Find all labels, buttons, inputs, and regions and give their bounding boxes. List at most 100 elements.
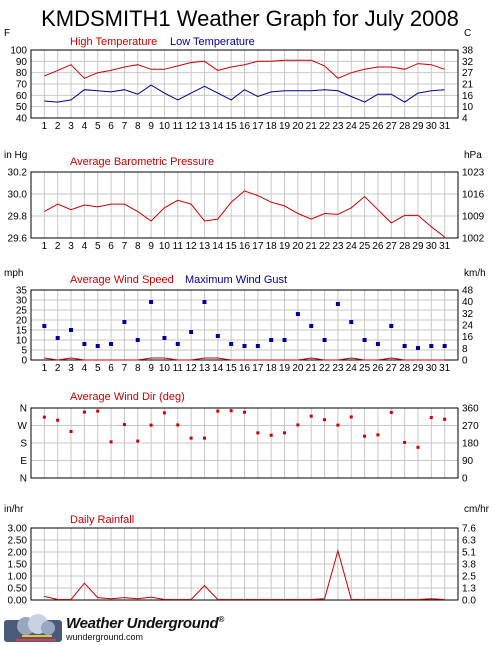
legend-entry: Average Barometric Pressure: [70, 156, 214, 168]
data-point-gust: [95, 344, 100, 348]
left-unit-label: F: [4, 28, 10, 39]
day-tick-label: 3: [68, 121, 74, 132]
right-tick-label: 27: [462, 68, 474, 79]
day-tick-label: 3: [68, 241, 74, 252]
day-tick-label: 16: [239, 363, 251, 374]
data-point-direction: [256, 431, 260, 435]
day-tick-label: 1: [42, 363, 48, 374]
day-tick-label: 2: [55, 363, 61, 374]
right-tick-label: 360: [462, 404, 479, 415]
right-tick-label: 32: [462, 309, 474, 320]
series-line: [44, 548, 445, 600]
data-point-gust: [109, 342, 114, 346]
right-tick-label: 0: [462, 474, 468, 485]
day-tick-label: 18: [266, 241, 278, 252]
left-tick-label: N: [20, 474, 27, 485]
day-tick-label: 8: [135, 121, 141, 132]
day-tick-label: 13: [199, 241, 211, 252]
data-point-gust: [295, 312, 300, 316]
data-point-gust: [189, 330, 194, 334]
day-tick-label: 2: [55, 121, 61, 132]
right-tick-label: 2.5: [462, 572, 476, 583]
day-tick-label: 12: [186, 241, 198, 252]
day-tick-label: 1: [42, 241, 48, 252]
left-unit-label: in Hg: [4, 150, 27, 161]
day-tick-label: 27: [386, 121, 398, 132]
data-point-direction: [42, 415, 46, 419]
right-tick-label: 1009: [462, 212, 485, 223]
data-point-direction: [309, 414, 313, 418]
right-tick-label: 16: [462, 332, 474, 343]
data-point-direction: [216, 409, 220, 413]
data-point-direction: [283, 431, 287, 435]
right-tick-label: 3.8: [462, 560, 476, 571]
plot-frame: [30, 49, 459, 119]
day-tick-label: 30: [426, 363, 438, 374]
series-line: [44, 84, 445, 103]
data-point-gust: [242, 344, 247, 348]
day-tick-label: 21: [306, 121, 318, 132]
data-point-direction: [323, 418, 327, 422]
day-tick-label: 15: [226, 241, 238, 252]
data-point-direction: [82, 410, 86, 414]
day-tick-label: 9: [148, 121, 154, 132]
data-point-direction: [162, 411, 166, 415]
plot-frame: [30, 407, 459, 479]
day-tick-label: 5: [95, 363, 101, 374]
day-tick-label: 6: [108, 121, 114, 132]
left-tick-label: 30.0: [8, 190, 28, 201]
data-point-gust: [309, 324, 314, 328]
right-unit-label: km/h: [464, 268, 486, 279]
left-tick-label: 10: [16, 336, 28, 347]
data-point-gust: [375, 342, 380, 346]
left-tick-label: 30: [16, 296, 28, 307]
right-tick-label: 0.0: [462, 596, 476, 607]
data-point-direction: [56, 418, 60, 422]
day-tick-label: 6: [108, 363, 114, 374]
brand-name: Weather Underground®: [66, 615, 224, 632]
day-tick-label: 15: [226, 363, 238, 374]
day-tick-label: 23: [332, 363, 344, 374]
right-tick-label: 16: [462, 91, 474, 102]
day-tick-label: 25: [359, 121, 371, 132]
left-tick-label: 40: [16, 114, 28, 125]
data-point-gust: [269, 338, 274, 342]
right-tick-label: 6.3: [462, 536, 476, 547]
day-tick-label: 20: [292, 241, 304, 252]
right-tick-label: 1016: [462, 190, 485, 201]
left-tick-label: 90: [16, 57, 28, 68]
data-point-gust: [282, 338, 287, 342]
day-tick-label: 14: [212, 241, 224, 252]
left-tick-label: 0: [21, 356, 27, 367]
day-tick-label: 5: [95, 121, 101, 132]
day-tick-label: 16: [239, 241, 251, 252]
right-tick-label: 90: [462, 456, 474, 467]
right-tick-label: 1.3: [462, 584, 476, 595]
data-point-gust: [335, 302, 340, 306]
left-tick-label: N: [20, 404, 27, 415]
data-point-direction: [443, 417, 447, 421]
day-tick-label: 25: [359, 241, 371, 252]
data-point-direction: [243, 410, 246, 414]
day-tick-label: 4: [82, 241, 88, 252]
left-tick-label: 25: [16, 306, 28, 317]
page-title: KMDSMITH1 Weather Graph for July 2008: [41, 6, 459, 31]
data-point-direction: [296, 423, 300, 427]
day-tick-label: 24: [346, 241, 358, 252]
legend-entry: Maximum Wind Gust: [185, 274, 287, 286]
day-tick-label: 8: [135, 363, 141, 374]
day-tick-label: 31: [439, 121, 451, 132]
series-line: [44, 357, 445, 361]
day-tick-label: 11: [173, 241, 184, 252]
day-tick-label: 7: [122, 121, 128, 132]
data-point-gust: [322, 338, 327, 342]
day-tick-label: 31: [439, 363, 451, 374]
day-tick-label: 29: [412, 241, 424, 252]
day-tick-label: 13: [199, 121, 211, 132]
day-tick-label: 22: [319, 241, 331, 252]
data-point-gust: [162, 336, 167, 340]
day-tick-label: 19: [279, 241, 291, 252]
day-tick-label: 10: [159, 241, 171, 252]
series-line: [44, 59, 445, 79]
